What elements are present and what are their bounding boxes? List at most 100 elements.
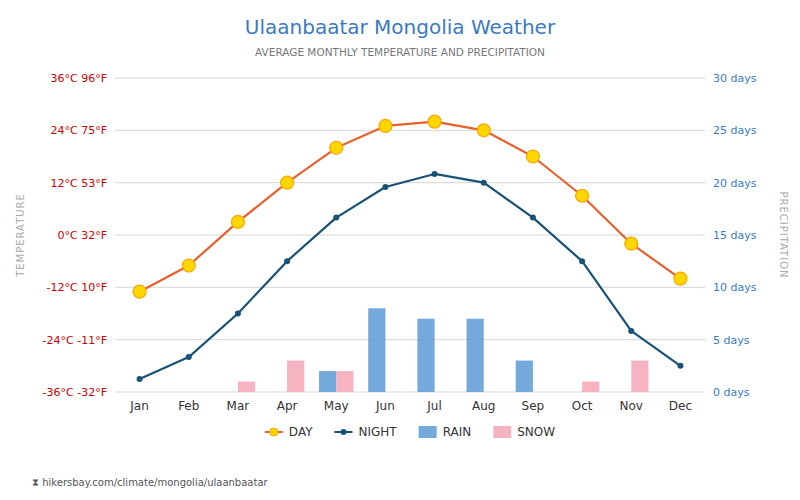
grid-line — [115, 182, 705, 183]
bar — [417, 319, 434, 392]
legend-item: RAIN — [419, 425, 472, 439]
y-tick-label: 36°C 96°F — [51, 72, 108, 85]
marker — [625, 237, 638, 250]
y-tick-label: -12°C 10°F — [47, 281, 107, 294]
bar — [631, 361, 648, 392]
x-tick-label: Apr — [277, 399, 298, 413]
y-tick-label: -36°C -32°F — [43, 386, 107, 399]
bar — [122, 392, 139, 393]
x-tick-label: Jul — [426, 399, 441, 413]
marker — [235, 311, 241, 317]
subtitle: AVERAGE MONTHLY TEMPERATURE AND PRECIPIT… — [255, 46, 545, 58]
marker — [333, 215, 339, 221]
grid-line — [115, 78, 705, 79]
y2-tick-label: 15 days — [713, 229, 757, 242]
x-tick-label: Dec — [669, 399, 692, 413]
grid-line — [115, 130, 705, 131]
y-tick-label: -24°C -11°F — [43, 334, 107, 347]
bar — [565, 392, 582, 393]
y-tick-label: 0°C 32°F — [58, 229, 108, 242]
y-axis-label: TEMPERATURE — [15, 193, 26, 278]
marker — [526, 150, 539, 163]
legend-swatch — [493, 426, 511, 438]
legend-label: DAY — [289, 425, 313, 439]
marker — [281, 176, 294, 189]
x-tick-label: Feb — [178, 399, 199, 413]
x-tick-label: May — [324, 399, 349, 413]
bar — [385, 392, 402, 393]
watermark: ⧗ hikersbay.com/climate/mongolia/ulaanba… — [32, 477, 269, 488]
legend-label: NIGHT — [358, 425, 397, 439]
marker — [330, 141, 343, 154]
title: Ulaanbaatar Mongolia Weather — [245, 15, 556, 39]
x-tick-label: Oct — [572, 399, 593, 413]
plot-area — [133, 115, 687, 392]
bar-series — [319, 308, 533, 392]
line — [140, 174, 681, 379]
bar — [336, 371, 353, 392]
x-tick-label: Jun — [375, 399, 395, 413]
bar-series — [238, 361, 649, 392]
marker — [628, 328, 634, 334]
legend-marker — [270, 428, 278, 436]
marker — [231, 215, 244, 228]
line-series — [133, 115, 687, 298]
grid-line — [115, 235, 705, 236]
line-series — [137, 171, 684, 382]
marker — [428, 115, 441, 128]
legend: DAY NIGHT RAIN SNOW — [265, 425, 555, 439]
grid-line — [115, 392, 705, 393]
legend-label: RAIN — [443, 425, 472, 439]
grid-line — [115, 287, 705, 288]
line — [140, 122, 681, 292]
legend-label: SNOW — [517, 425, 555, 439]
bar — [467, 319, 484, 392]
bar — [533, 392, 550, 393]
bar — [663, 392, 680, 393]
x-tick-label: Aug — [472, 399, 495, 413]
bar — [582, 382, 599, 392]
bar — [238, 382, 255, 392]
marker — [137, 376, 143, 382]
legend-item: DAY — [265, 425, 313, 439]
y2-tick-label: 5 days — [713, 334, 750, 347]
legend-item: NIGHT — [334, 425, 397, 439]
y-tick-label: 24°C 75°F — [51, 124, 108, 137]
marker — [530, 215, 536, 221]
marker — [677, 363, 683, 369]
x-tick-label: Mar — [227, 399, 250, 413]
bar — [287, 361, 304, 392]
marker — [481, 180, 487, 186]
legend-item: SNOW — [493, 425, 555, 439]
bar — [189, 392, 206, 393]
x-tick-label: Nov — [620, 399, 643, 413]
y2-tick-label: 20 days — [713, 177, 757, 190]
y2-tick-label: 25 days — [713, 124, 757, 137]
marker — [674, 272, 687, 285]
bar — [140, 392, 157, 393]
y2-tick-label: 0 days — [713, 386, 750, 399]
y2-tick-label: 10 days — [713, 281, 757, 294]
marker — [382, 184, 388, 190]
chart: Ulaanbaatar Mongolia Weather AVERAGE MONT… — [0, 0, 800, 500]
y2-axis-label: PRECIPITATION — [778, 191, 789, 278]
bar — [221, 392, 238, 393]
x-tick-label: Jan — [129, 399, 149, 413]
marker — [579, 258, 585, 264]
bar — [614, 392, 631, 393]
marker — [477, 124, 490, 137]
bar — [484, 392, 501, 393]
marker — [284, 258, 290, 264]
marker — [379, 119, 392, 132]
bar — [435, 392, 452, 393]
bar — [680, 392, 697, 393]
legend-marker — [340, 429, 346, 435]
marker — [186, 354, 192, 360]
marker — [182, 259, 195, 272]
bar — [172, 392, 189, 393]
y2-tick-label: 30 days — [713, 72, 757, 85]
bar — [270, 392, 287, 393]
marker — [432, 171, 438, 177]
marker — [576, 189, 589, 202]
background — [0, 0, 800, 500]
